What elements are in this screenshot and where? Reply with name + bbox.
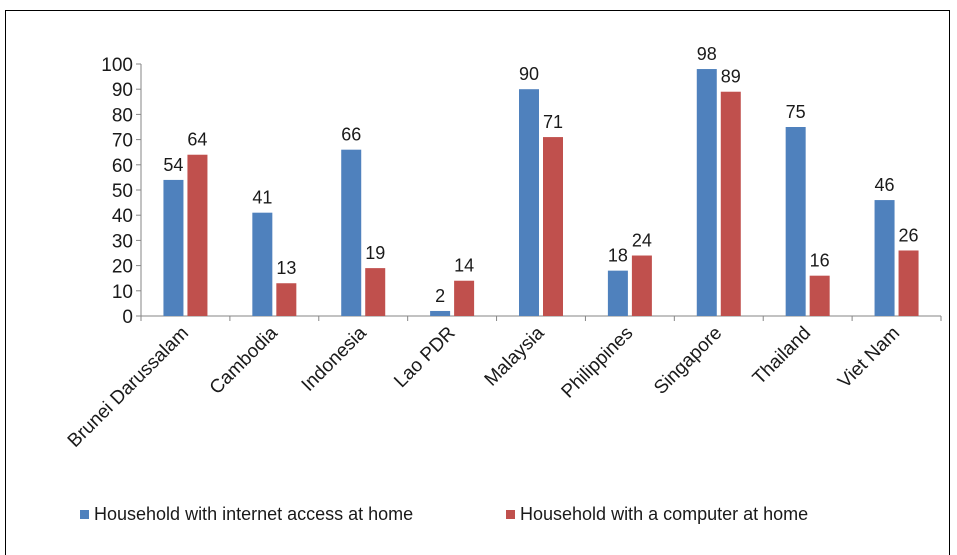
bar-computer [631, 255, 652, 316]
y-tick-label: 100 [101, 55, 133, 76]
bar-value-label: 66 [341, 125, 361, 145]
bar-value-label: 46 [875, 175, 895, 195]
bar-internet [519, 89, 539, 316]
x-category-label: Brunei Darussalam [64, 323, 193, 452]
bar-internet [430, 310, 451, 316]
legend-label: Household with internet access at home [94, 504, 413, 524]
x-category-label: Viet Nam [834, 323, 904, 393]
bar-value-label: 16 [810, 251, 830, 271]
y-tick-label: 30 [112, 231, 133, 252]
bar-value-label: 89 [721, 67, 741, 87]
bar-value-label: 14 [454, 256, 474, 276]
bar-internet [163, 179, 184, 316]
x-category-label: Philippines [558, 323, 638, 403]
legend-label: Household with a computer at home [520, 504, 808, 524]
x-category-label: Lao PDR [390, 323, 459, 392]
x-category-label: Malaysia [481, 322, 549, 390]
bar-internet [252, 212, 273, 316]
bar-value-label: 64 [187, 130, 207, 150]
bars [163, 69, 919, 316]
x-category-label: Singapore [650, 323, 726, 399]
bar-computer [809, 275, 830, 316]
bar-computer [276, 283, 297, 316]
bar-value-label: 13 [276, 258, 296, 278]
bar-computer [720, 91, 741, 316]
bar-value-label: 41 [252, 188, 272, 208]
bar-internet [341, 149, 362, 316]
x-category-label: Cambodia [206, 322, 282, 398]
x-category-label: Indonesia [298, 322, 371, 395]
y-tick-label: 90 [112, 80, 133, 101]
y-tick-label: 10 [112, 282, 133, 303]
y-tick-label: 0 [122, 307, 133, 328]
bar-computer [187, 154, 208, 316]
bar-internet [696, 69, 717, 316]
y-tick-label: 80 [112, 105, 133, 126]
bar-internet [874, 200, 895, 316]
bar-value-label: 24 [632, 231, 652, 251]
bar-computer [543, 137, 563, 316]
y-tick-label: 70 [112, 131, 133, 152]
bar-computer [365, 268, 386, 316]
bar-computer [454, 280, 475, 316]
bar-value-label: 19 [365, 243, 385, 263]
bar-computer [898, 250, 919, 316]
x-category-label: Thailand [749, 323, 815, 389]
data-labels: 54 41 66 2 90 18 98 75 46 64 13 19 14 71 24 89 16 26 [163, 44, 918, 306]
bar-value-label: 75 [786, 102, 806, 122]
bar-value-label: 26 [899, 225, 919, 245]
legend-swatch [80, 510, 89, 519]
bar-value-label: 90 [519, 64, 539, 84]
y-tick-label: 20 [112, 257, 133, 278]
x-axis: Brunei Darussalam Cambodia Indonesia Lao PD… [64, 315, 942, 452]
bar-value-label: 18 [608, 246, 628, 266]
bar-value-label: 2 [435, 286, 445, 306]
bar-value-label: 54 [163, 155, 183, 175]
bar-internet [785, 127, 806, 316]
bar-value-label: 98 [697, 44, 717, 64]
y-tick-label: 40 [112, 206, 133, 227]
y-axis: 0 10 20 30 40 50 60 70 80 90 100 [101, 55, 142, 328]
legend: Household with internet access at home Ho… [80, 504, 808, 524]
y-tick-label: 50 [112, 181, 133, 202]
legend-swatch [506, 510, 515, 519]
bar-internet [607, 270, 628, 316]
y-tick-label: 60 [112, 156, 133, 177]
bar-value-label: 71 [543, 112, 563, 132]
